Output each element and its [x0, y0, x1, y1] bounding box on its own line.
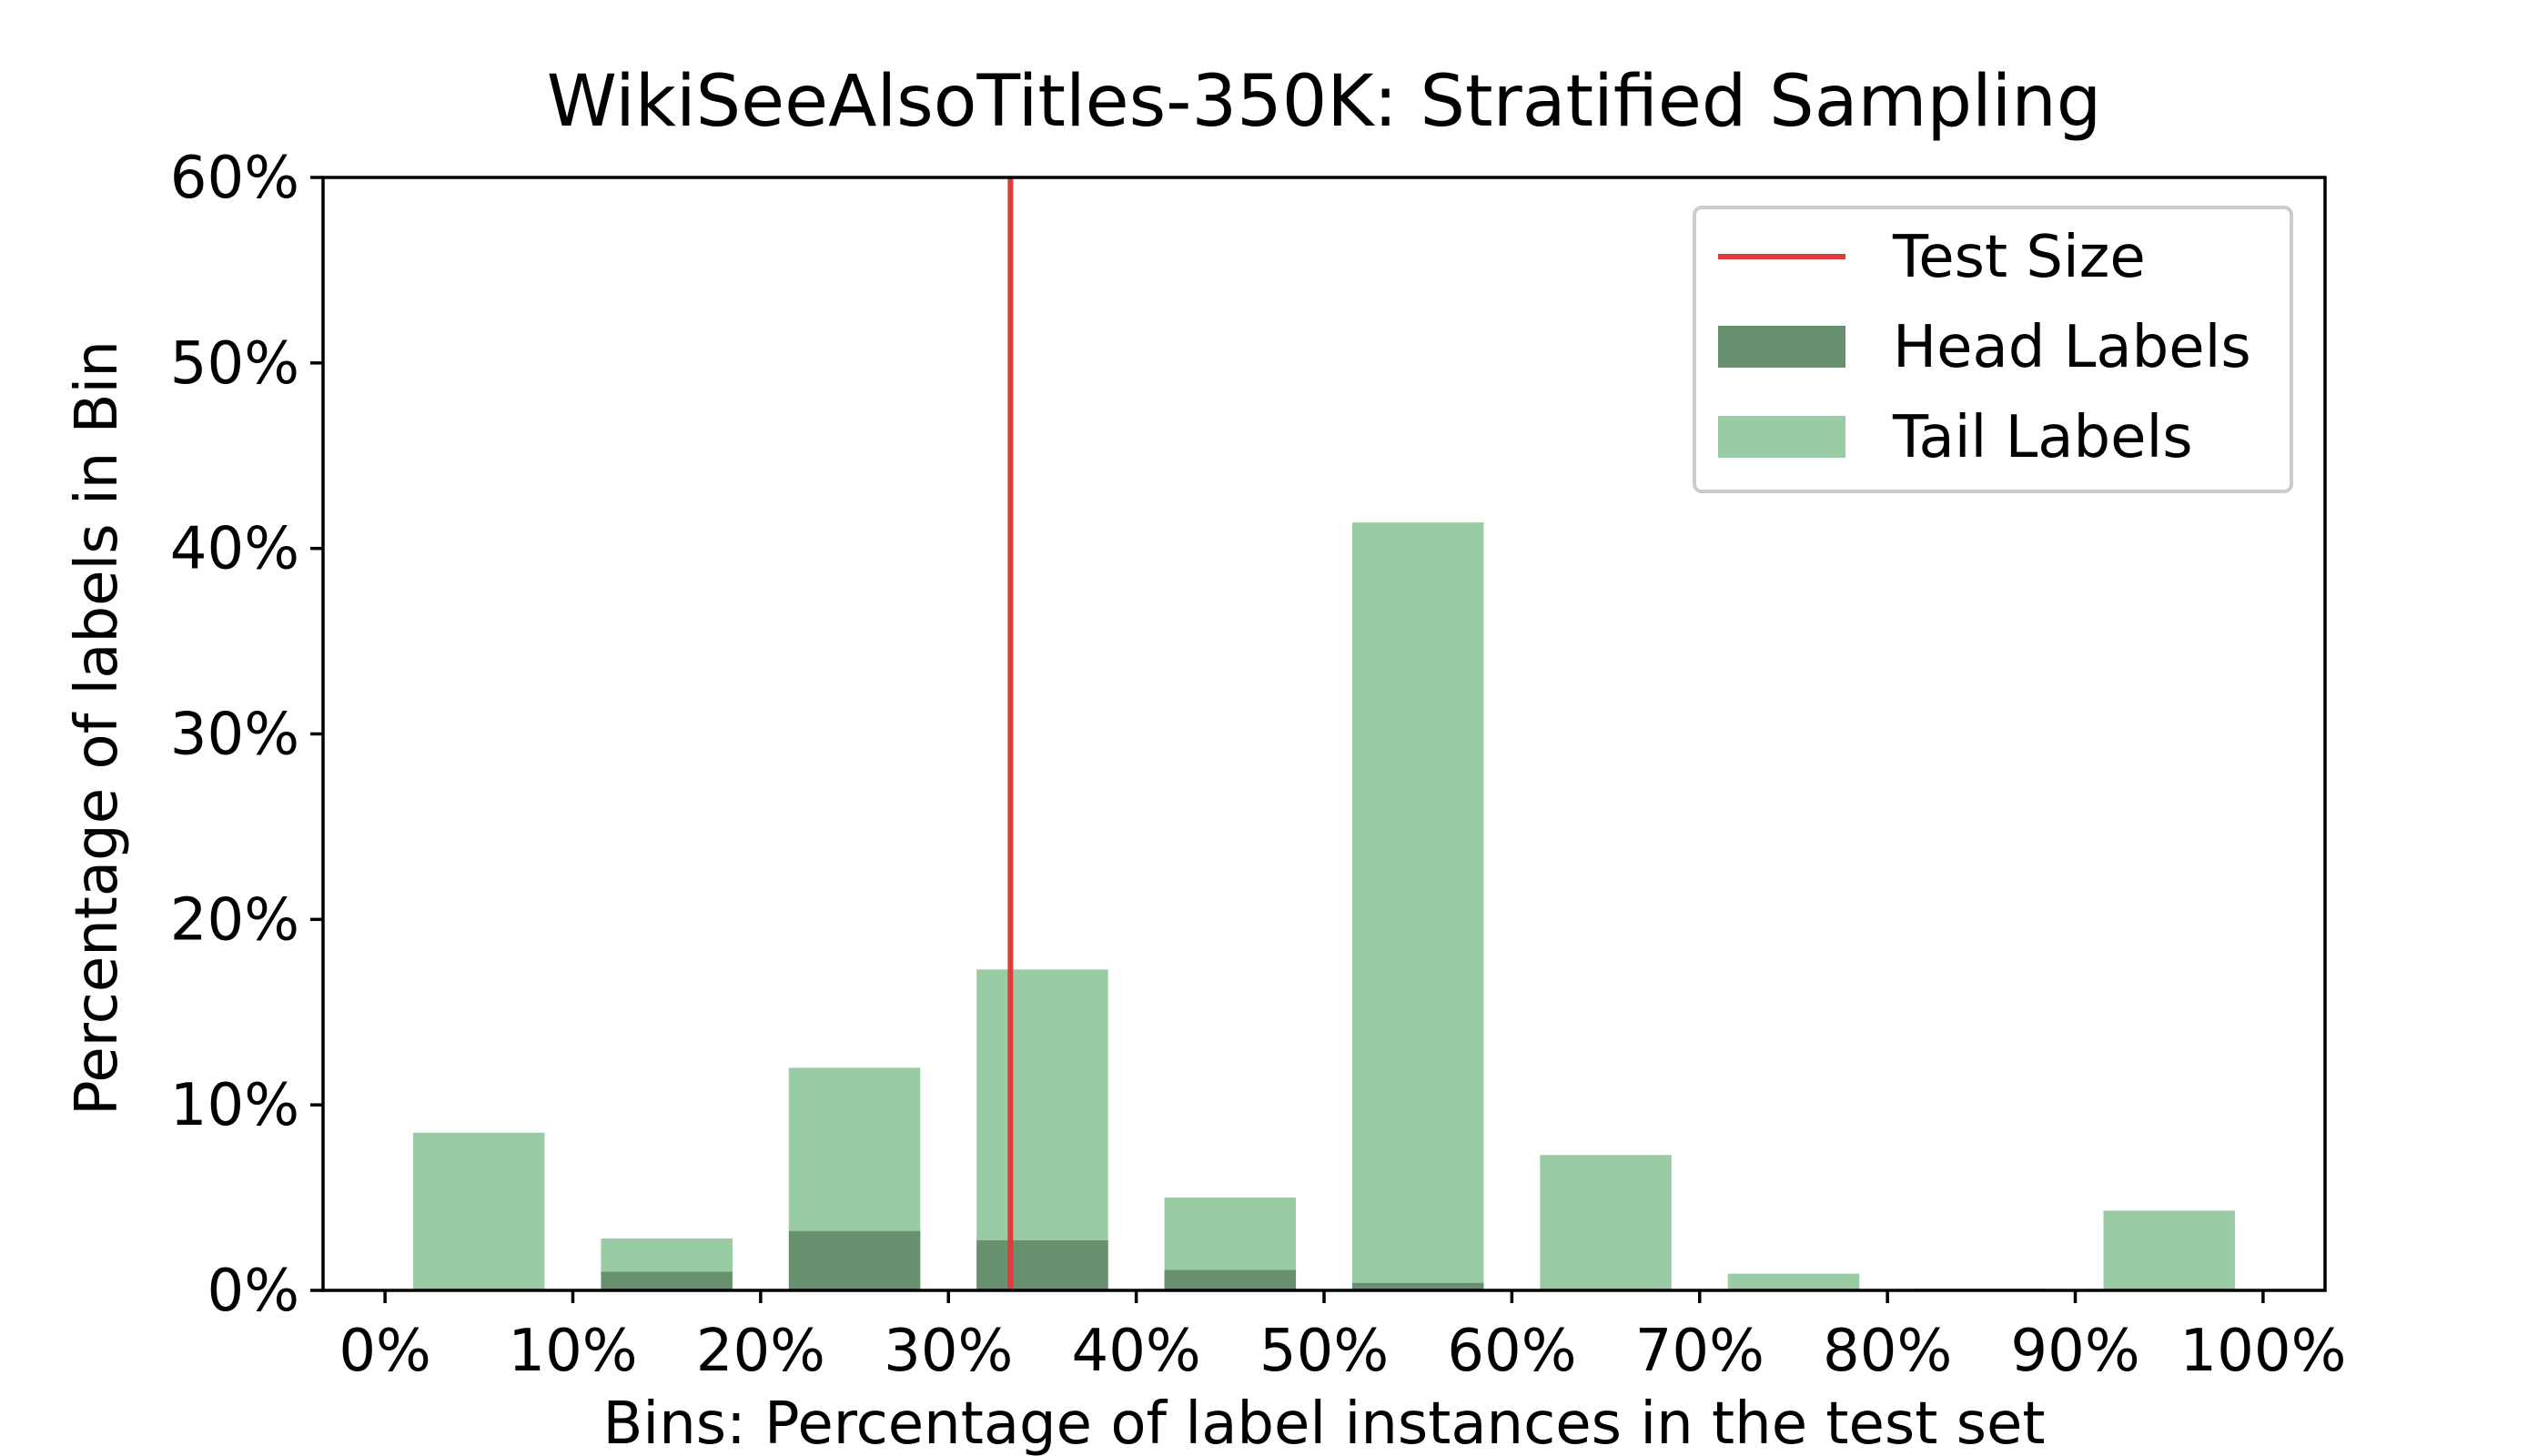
x-axis-label: Bins: Percentage of label instances in t…	[603, 1390, 2046, 1456]
x-tick-label: 80%	[1823, 1318, 1952, 1385]
y-tick-label: 0%	[207, 1258, 299, 1325]
tail-bar-bin-10	[2103, 1210, 2235, 1290]
y-tick-label: 40%	[170, 516, 299, 583]
head-bar-bin-3	[788, 1230, 921, 1290]
chart-title: WikiSeeAlsoTitles-350K: Stratified Sampl…	[547, 61, 2102, 143]
legend-swatch-head-labels	[1718, 326, 1845, 368]
x-tick-label: 50%	[1259, 1318, 1389, 1385]
x-tick-label: 10%	[508, 1318, 637, 1385]
y-tick-label: 60%	[170, 145, 299, 212]
y-tick-label: 10%	[170, 1072, 299, 1139]
y-tick-label: 50%	[170, 330, 299, 398]
x-tick-label: 40%	[1071, 1318, 1200, 1385]
y-axis-label: Percentage of labels in Bin	[64, 340, 131, 1116]
legend: Test Size Head Labels Tail Labels	[1693, 206, 2293, 493]
x-tick-label: 0%	[339, 1318, 431, 1385]
legend-label-head-labels: Head Labels	[1893, 314, 2251, 381]
x-tick-label: 100%	[2179, 1318, 2346, 1385]
x-tick-label: 60%	[1447, 1318, 1576, 1385]
legend-swatch-tail-labels	[1718, 416, 1845, 458]
tail-bar-bin-7	[1540, 1155, 1672, 1290]
tail-bar-bin-8	[1727, 1273, 1860, 1290]
legend-label-tail-labels: Tail Labels	[1892, 404, 2193, 471]
head-bar-bin-6	[1351, 1282, 1484, 1290]
tail-bar-bin-4	[976, 969, 1108, 1290]
y-axis-ticks: 0% 10% 20% 30% 40% 50% 60%	[170, 145, 323, 1325]
head-bar-bin-5	[1164, 1269, 1297, 1290]
tail-labels-bars	[413, 522, 2235, 1290]
tail-bar-bin-6	[1351, 522, 1484, 1290]
x-axis-ticks: 0% 10% 20% 30% 40% 50% 60% 70% 80% 90% 100%	[339, 1290, 2346, 1385]
tail-bar-bin-1	[413, 1132, 545, 1290]
y-tick-label: 30%	[170, 702, 299, 769]
x-tick-label: 30%	[884, 1318, 1013, 1385]
x-tick-label: 20%	[696, 1318, 825, 1385]
head-bar-bin-2	[601, 1271, 733, 1290]
head-labels-bars	[601, 1230, 1484, 1290]
x-tick-label: 70%	[1635, 1318, 1764, 1385]
legend-label-test-size: Test Size	[1892, 224, 2146, 291]
y-tick-label: 20%	[170, 886, 299, 954]
x-tick-label: 90%	[2010, 1318, 2139, 1385]
head-bar-bin-4	[976, 1239, 1108, 1290]
